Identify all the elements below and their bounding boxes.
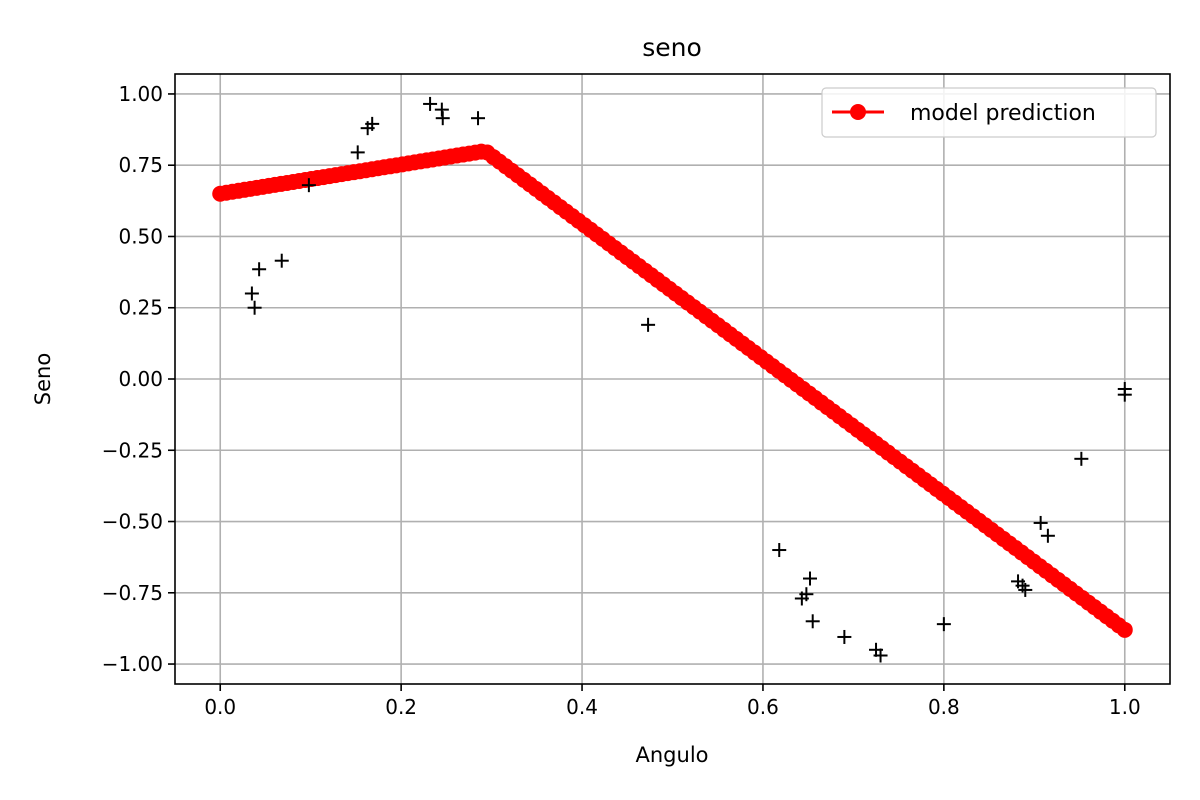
data-point [802, 571, 817, 586]
y-tick-label: 0.00 [118, 367, 163, 391]
y-tick-label: −0.75 [102, 581, 163, 605]
legend-box [821, 87, 1157, 138]
data-point [244, 286, 259, 301]
data-point [837, 629, 852, 644]
data-point [365, 116, 380, 131]
data-point [301, 178, 316, 193]
data-point [805, 614, 820, 629]
y-axis-label: Seno [31, 353, 55, 405]
data-point [1117, 387, 1132, 402]
x-tick-label: 0.2 [385, 695, 417, 719]
data-point [1018, 582, 1033, 597]
data-point [1040, 528, 1055, 543]
y-tick-label: 1.00 [118, 82, 163, 106]
data-point [799, 587, 814, 602]
x-axis-ticks: 0.0 0.2 0.4 0.6 0.8 1.0 [204, 684, 1141, 719]
data-point [350, 145, 365, 160]
legend-label: model prediction [910, 101, 1096, 126]
x-tick-label: 0.8 [928, 695, 960, 719]
y-tick-label: −1.00 [102, 652, 163, 676]
data-point [1033, 515, 1048, 530]
y-tick-label: 0.50 [118, 224, 163, 248]
data-point [435, 111, 450, 126]
x-tick-label: 0.6 [747, 695, 779, 719]
data-point [1074, 451, 1089, 466]
plot-area [212, 96, 1133, 663]
legend: model prediction [821, 87, 1157, 138]
data-point [873, 648, 888, 663]
legend-marker-swatch [850, 104, 866, 120]
y-tick-label: 0.75 [118, 153, 163, 177]
y-axis-ticks: 1.00 0.75 0.50 0.25 0.00 −0.25 −0.50 −0.75 −1.00 [102, 82, 175, 676]
data-points-series [244, 96, 1132, 663]
chart-title: seno [642, 33, 702, 62]
x-axis-label: Angulo [636, 743, 709, 767]
x-tick-label: 0.4 [566, 695, 598, 719]
x-tick-label: 0.0 [204, 695, 236, 719]
data-point [247, 300, 262, 315]
grid [175, 74, 1170, 684]
x-tick-label: 1.0 [1109, 695, 1141, 719]
data-point [471, 111, 486, 126]
y-tick-label: −0.25 [102, 438, 163, 462]
y-tick-label: 0.25 [118, 296, 163, 320]
data-point [936, 617, 951, 632]
model-prediction-series [212, 143, 1133, 638]
data-point [772, 543, 787, 558]
data-point [274, 253, 289, 268]
data-point [423, 96, 438, 111]
y-tick-label: −0.50 [102, 510, 163, 534]
data-point [641, 317, 656, 332]
model-prediction-marker [1116, 621, 1133, 638]
data-point [252, 262, 267, 277]
